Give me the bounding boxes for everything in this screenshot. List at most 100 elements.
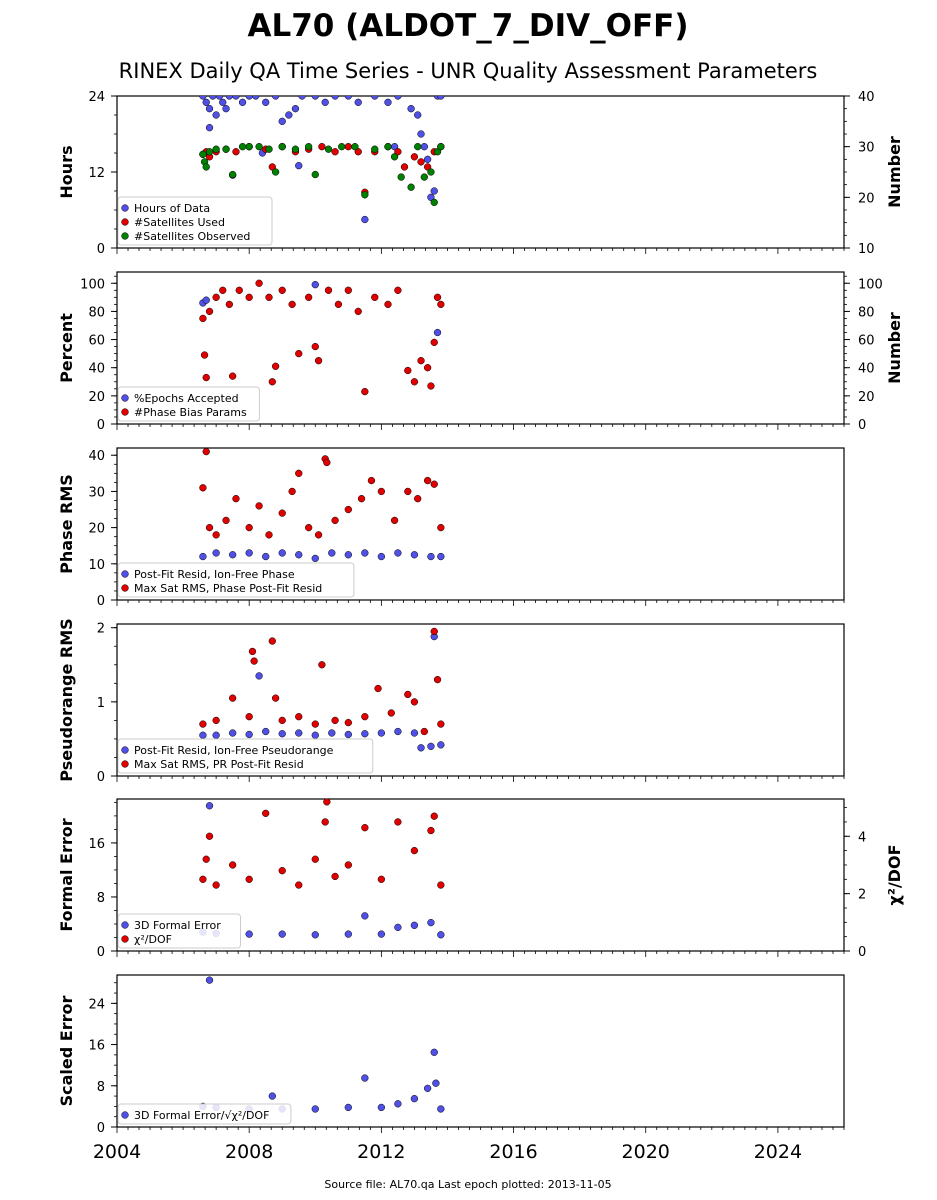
- data-point: [430, 627, 438, 636]
- y-tick-label: 60: [88, 334, 105, 349]
- data-point: [229, 372, 237, 380]
- data-point: [427, 193, 435, 201]
- data-point: [427, 742, 435, 750]
- legend-box: [117, 386, 260, 422]
- data-point: [285, 111, 293, 119]
- data-point: [200, 351, 209, 359]
- data-point: [371, 96, 379, 100]
- legend-marker: [121, 584, 129, 592]
- data-point: [222, 145, 230, 153]
- data-point: [199, 150, 207, 158]
- data-point: [331, 716, 339, 725]
- data-point: [314, 357, 323, 365]
- y-tick-label: 8: [97, 891, 105, 906]
- legend-label: %Epochs Accepted: [134, 392, 239, 405]
- legend-marker: [121, 394, 129, 402]
- legend-box: [117, 562, 355, 598]
- y-tick-label: 8: [97, 1080, 105, 1095]
- data-point: [394, 286, 402, 294]
- y2-axis-label: Number: [885, 312, 904, 384]
- data-point: [212, 111, 220, 119]
- y2-tick-label: 0: [858, 418, 866, 433]
- data-point: [433, 328, 442, 337]
- data-point: [222, 105, 230, 113]
- y-tick-label: 24: [88, 90, 105, 105]
- data-point: [361, 215, 369, 224]
- data-point: [212, 293, 220, 301]
- y2-tick-label: 80: [858, 305, 875, 320]
- y2-tick-label: 20: [858, 390, 875, 405]
- data-point: [344, 96, 352, 100]
- data-point: [334, 300, 343, 309]
- data-point: [212, 716, 220, 725]
- data-point: [423, 163, 432, 171]
- data-points: [199, 279, 445, 396]
- data-point: [361, 713, 369, 721]
- data-point: [238, 98, 247, 106]
- data-point: [278, 117, 286, 125]
- data-point: [410, 551, 419, 559]
- data-point: [205, 307, 214, 316]
- data-point: [291, 105, 300, 113]
- data-point: [278, 143, 286, 151]
- data-point: [417, 744, 425, 752]
- data-point: [278, 730, 286, 738]
- data-point: [410, 698, 419, 706]
- data-point: [394, 818, 402, 826]
- data-point: [371, 145, 379, 153]
- data-point: [202, 163, 210, 171]
- y-tick-label: 0: [97, 1121, 105, 1136]
- data-points: [199, 448, 445, 563]
- data-point: [427, 918, 435, 927]
- data-point: [311, 170, 319, 179]
- data-point: [338, 143, 346, 151]
- y2-tick-label: 4: [858, 830, 866, 845]
- data-point: [205, 976, 214, 984]
- data-point: [410, 1095, 419, 1103]
- data-point: [219, 98, 227, 106]
- data-point: [278, 549, 286, 557]
- data-point: [205, 105, 214, 113]
- data-point: [437, 741, 445, 749]
- data-point: [225, 300, 234, 309]
- data-point: [407, 105, 415, 113]
- data-point: [404, 487, 412, 496]
- y-axis-label: Hours: [57, 145, 76, 198]
- legend-marker: [121, 921, 129, 929]
- legend-marker: [121, 760, 129, 768]
- data-point: [305, 523, 313, 532]
- data-point: [361, 549, 369, 557]
- data-point: [205, 523, 214, 532]
- data-point: [245, 523, 253, 532]
- data-point: [295, 349, 303, 358]
- legend-marker: [121, 746, 129, 754]
- data-point: [433, 148, 442, 156]
- data-point: [433, 675, 442, 684]
- data-point: [212, 531, 220, 539]
- y2-tick-label: 2: [858, 888, 866, 903]
- y-tick-label: 0: [97, 418, 105, 433]
- data-point: [344, 286, 352, 294]
- data-point: [344, 551, 352, 559]
- y2-tick-label: 10: [858, 242, 875, 257]
- y-axis-label: Pseudorange RMS: [57, 618, 76, 781]
- data-point: [305, 143, 313, 151]
- data-point: [324, 145, 333, 153]
- chart-subtitle: RINEX Daily QA Time Series - UNR Quality…: [119, 59, 818, 83]
- data-point: [437, 881, 445, 889]
- data-point: [311, 855, 319, 863]
- data-point: [199, 484, 207, 492]
- data-point: [331, 872, 339, 881]
- legend-marker: [121, 408, 129, 416]
- legend-label: 3D Formal Error: [134, 919, 221, 932]
- data-point: [377, 552, 386, 561]
- y-tick-label: 80: [88, 305, 105, 320]
- source-footer: Source file: AL70.qa Last epoch plotted:…: [324, 1178, 611, 1191]
- legend: %Epochs Accepted#Phase Bias Params: [117, 386, 260, 422]
- data-point: [199, 314, 207, 323]
- legend-marker: [121, 232, 129, 240]
- y-tick-label: 0: [97, 945, 105, 960]
- data-point: [331, 516, 339, 525]
